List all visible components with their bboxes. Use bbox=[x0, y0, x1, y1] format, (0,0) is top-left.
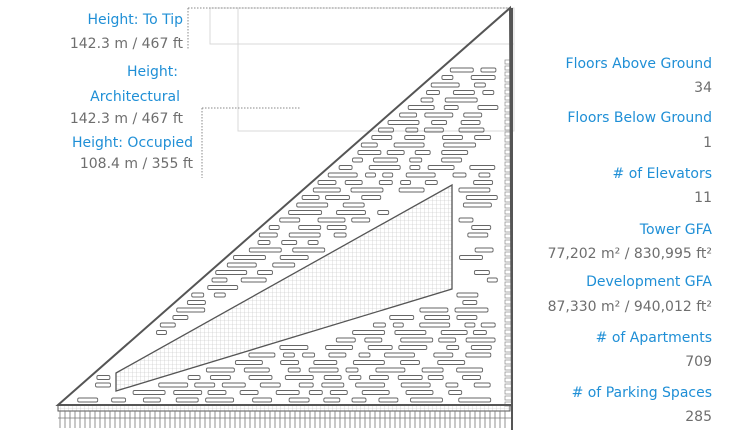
parking-spaces-value: 285 bbox=[685, 409, 712, 425]
floor-slab-dashes bbox=[77, 67, 499, 403]
floors-below-ground-label: Floors Below Ground bbox=[567, 110, 712, 126]
inner-atrium bbox=[115, 183, 453, 392]
height-occupied-value: 108.4 m / 355 ft bbox=[79, 156, 193, 172]
height-occupied-label: Height: Occupied bbox=[71, 135, 193, 151]
height-architectural-label-line1: Height: bbox=[127, 64, 178, 80]
tower-gfa-label: Tower GFA bbox=[639, 222, 712, 238]
height-architectural-value: 142.3 m / 467 ft bbox=[69, 111, 183, 127]
height-leader-lines bbox=[187, 7, 512, 178]
elevators-label: # of Elevators bbox=[612, 166, 712, 182]
floors-above-ground-label: Floors Above Ground bbox=[565, 56, 712, 72]
floors-above-ground-value: 34 bbox=[694, 80, 712, 96]
height-tip-label: Height: To Tip bbox=[87, 12, 183, 28]
development-gfa-value: 87,330 m² / 940,012 ft² bbox=[547, 299, 712, 315]
floors-below-ground-value: 1 bbox=[703, 135, 712, 151]
development-gfa-label: Development GFA bbox=[586, 274, 712, 290]
height-architectural-label-line2: Architectural bbox=[90, 89, 180, 105]
podium-base bbox=[57, 404, 512, 428]
tower-gfa-value: 77,202 m² / 830,995 ft² bbox=[547, 246, 712, 262]
apartments-value: 709 bbox=[685, 354, 712, 370]
apartments-label: # of Apartments bbox=[595, 330, 712, 346]
elevators-value: 11 bbox=[694, 190, 712, 206]
height-tip-value: 142.3 m / 467 ft bbox=[69, 36, 183, 52]
parking-spaces-label: # of Parking Spaces bbox=[571, 385, 712, 401]
